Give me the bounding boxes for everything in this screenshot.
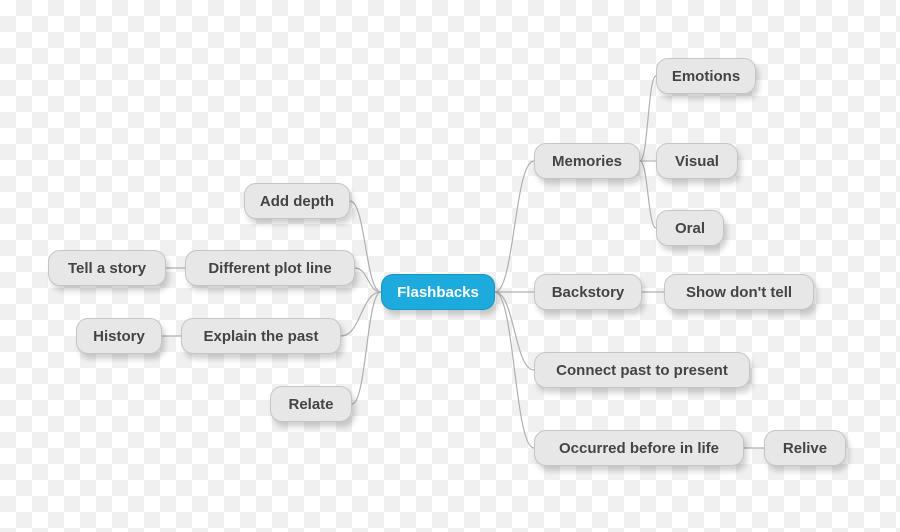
node-label: History (93, 328, 145, 345)
node-label: Explain the past (203, 328, 318, 345)
node-explain_past: Explain the past (181, 318, 341, 354)
node-label: Oral (675, 220, 705, 237)
node-relive: Relive (764, 430, 846, 466)
mindmap-canvas: Flashbacks Add depth Different plot line Te… (0, 0, 900, 532)
node-label: Different plot line (208, 260, 331, 277)
node-oral: Oral (656, 210, 724, 246)
node-label: Emotions (672, 68, 740, 85)
root-node-root: Flashbacks (381, 274, 495, 310)
node-tell_story: Tell a story (48, 250, 166, 286)
node-occurred: Occurred before in life (534, 430, 744, 466)
node-backstory: Backstory (534, 274, 642, 310)
node-connect: Connect past to present (534, 352, 750, 388)
node-label: Memories (552, 153, 622, 170)
node-label: Tell a story (68, 260, 146, 277)
node-visual: Visual (656, 143, 738, 179)
node-label: Connect past to present (556, 362, 728, 379)
node-history: History (76, 318, 162, 354)
node-memories: Memories (534, 143, 640, 179)
node-emotions: Emotions (656, 58, 756, 94)
node-show_dont: Show don't tell (664, 274, 814, 310)
node-label: Visual (675, 153, 719, 170)
node-add_depth: Add depth (244, 183, 350, 219)
node-label: Add depth (260, 193, 334, 210)
node-label: Occurred before in life (559, 440, 719, 457)
node-label: Relate (288, 396, 333, 413)
node-label: Show don't tell (686, 284, 792, 301)
node-label: Backstory (552, 284, 625, 301)
node-label: Flashbacks (397, 284, 479, 301)
node-label: Relive (783, 440, 827, 457)
node-relate: Relate (270, 386, 352, 422)
node-diff_plot: Different plot line (185, 250, 355, 286)
